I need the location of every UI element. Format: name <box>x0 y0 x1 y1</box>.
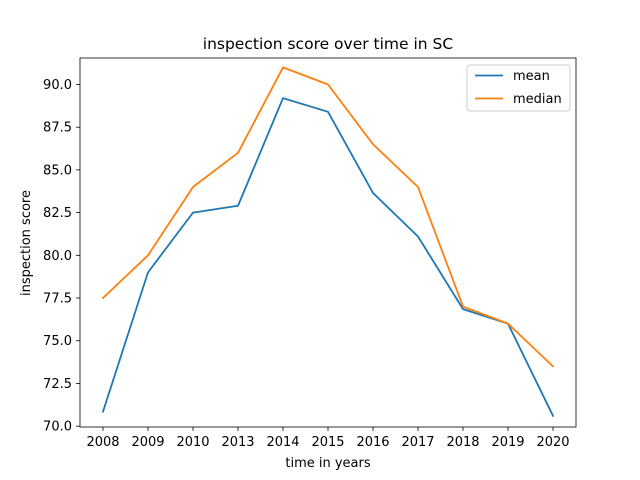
legend-label-median: median <box>513 92 562 107</box>
y-tick-label: 75.0 <box>43 334 72 349</box>
x-tick-label: 2008 <box>86 435 119 450</box>
x-tick-label: 2014 <box>266 435 299 450</box>
y-tick-label: 70.0 <box>43 420 72 435</box>
legend-box <box>466 64 571 112</box>
x-tick-label: 2010 <box>176 435 209 450</box>
y-tick-label: 85.0 <box>43 163 72 178</box>
x-tick-label: 2015 <box>311 435 344 450</box>
y-tick-label: 77.5 <box>43 292 72 307</box>
plot-lines <box>101 66 555 418</box>
x-tick-label: 2017 <box>401 435 434 450</box>
x-tick-label: 2009 <box>131 435 164 450</box>
chart-title: inspection score over time in SC <box>203 35 453 53</box>
x-tick-label: 2018 <box>446 435 479 450</box>
y-tick-label: 82.5 <box>43 206 72 221</box>
y-axis: 70.0 72.5 75.0 77.5 80.0 82.5 85.0 87.5 90.0 <box>43 78 80 435</box>
series-line-median <box>101 66 555 368</box>
legend-label-mean: mean <box>513 69 550 84</box>
legend: mean median <box>466 64 571 112</box>
x-tick-label: 2020 <box>536 435 569 450</box>
y-tick-label: 90.0 <box>43 78 72 93</box>
series-line-mean <box>101 97 555 418</box>
y-tick-label: 72.5 <box>43 377 72 392</box>
y-tick-label: 80.0 <box>43 249 72 264</box>
x-tick-label: 2013 <box>221 435 254 450</box>
x-tick-label: 2019 <box>491 435 524 450</box>
x-axis: 2008 2009 2010 2013 2014 2015 2016 2017 2018 2019… <box>86 427 570 450</box>
y-axis-label: inspection score <box>19 190 34 296</box>
y-tick-label: 87.5 <box>43 121 72 136</box>
x-tick-label: 2016 <box>356 435 389 450</box>
x-axis-label: time in years <box>285 456 370 471</box>
